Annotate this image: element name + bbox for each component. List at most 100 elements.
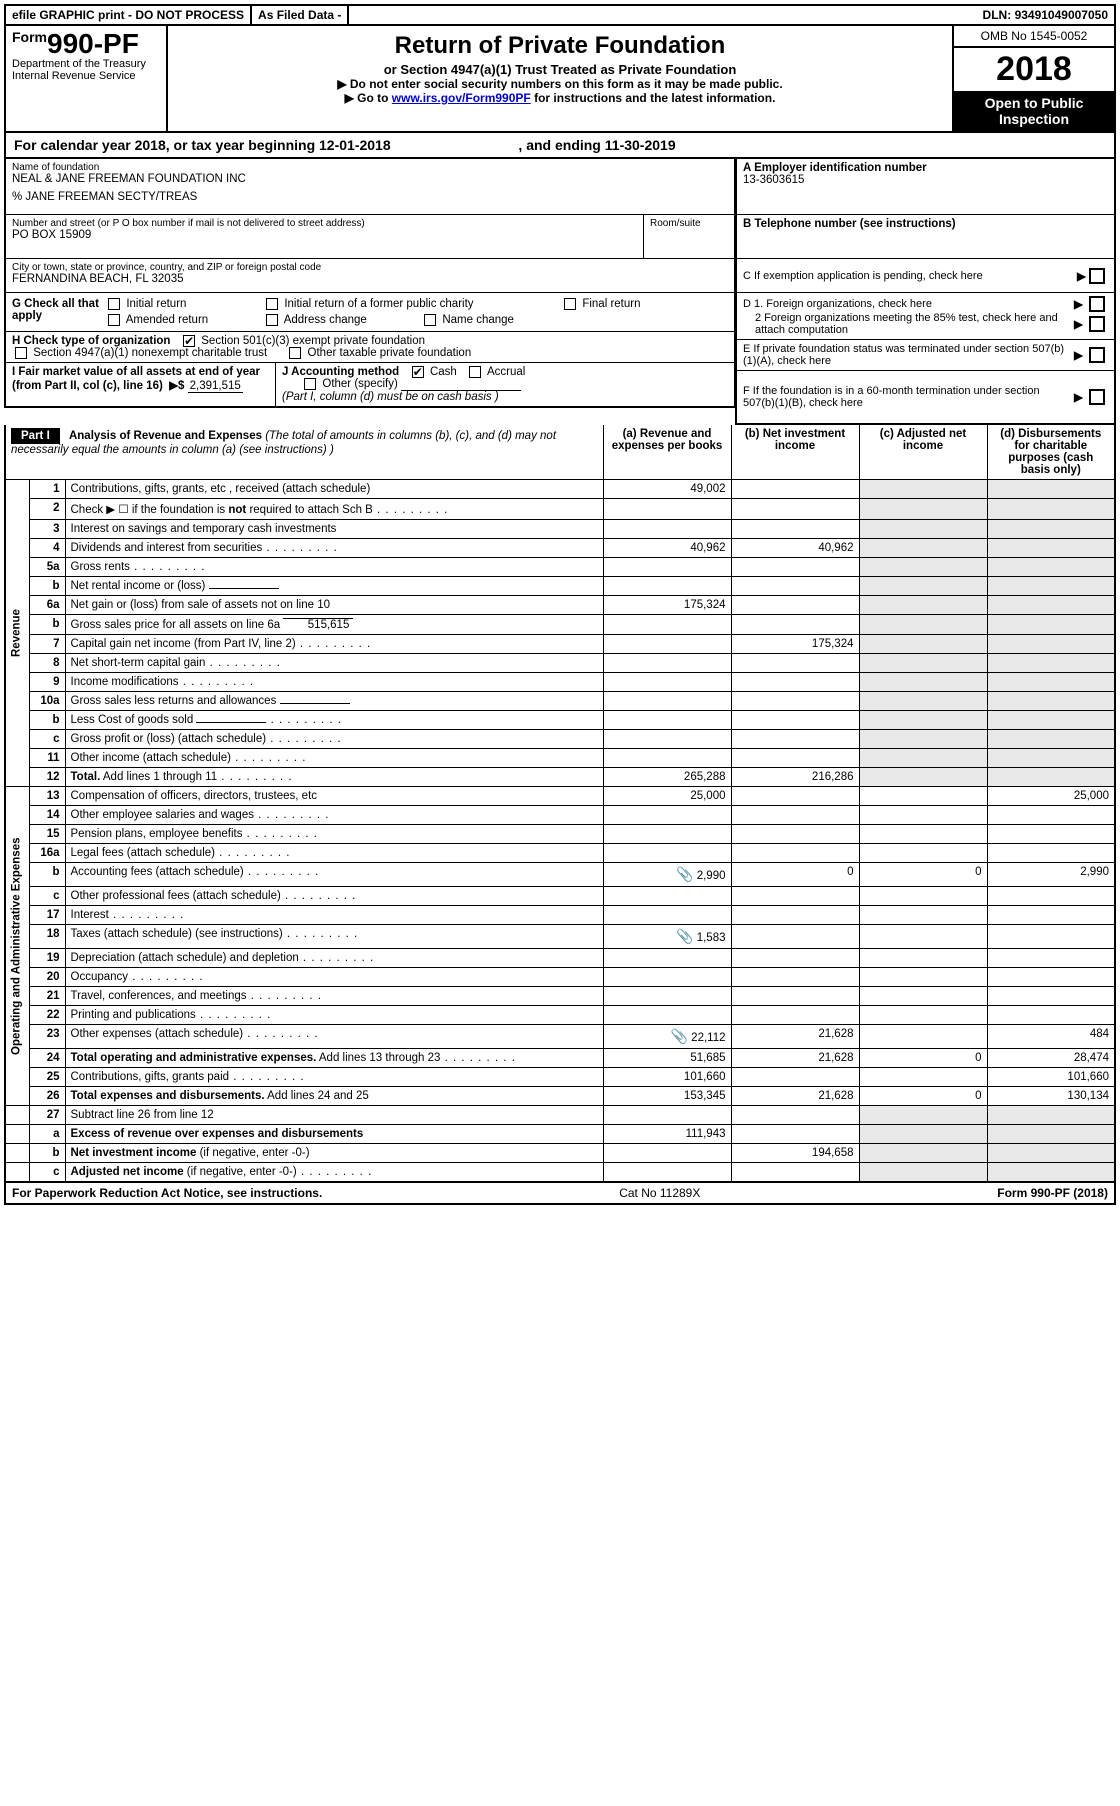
value-cell — [731, 1006, 859, 1025]
line-number: 11 — [29, 749, 65, 768]
table-row: 4Dividends and interest from securities4… — [5, 539, 1115, 558]
checkbox-g-3[interactable] — [108, 314, 120, 326]
form-subtitle: or Section 4947(a)(1) Trust Treated as P… — [208, 62, 912, 77]
value-cell: 0 — [859, 1087, 987, 1106]
checkbox-status-terminated[interactable] — [1089, 347, 1105, 363]
value-cell — [987, 987, 1115, 1006]
attachment-icon[interactable]: 📎 — [671, 1028, 688, 1044]
value-cell — [731, 749, 859, 768]
goto-link[interactable]: www.irs.gov/Form990PF — [392, 91, 531, 105]
value-cell: 40,962 — [603, 539, 731, 558]
checkbox-g-4[interactable] — [266, 314, 278, 326]
checkbox-accrual[interactable] — [469, 366, 481, 378]
table-row: 26Total expenses and disbursements. Add … — [5, 1087, 1115, 1106]
value-cell — [859, 654, 987, 673]
checkbox-60month[interactable] — [1089, 389, 1105, 405]
foundation-name: NEAL & JANE FREEMAN FOUNDATION INC — [12, 173, 728, 185]
value-cell — [859, 906, 987, 925]
ein-label: A Employer identification number — [743, 162, 927, 174]
value-cell — [731, 825, 859, 844]
value-cell — [987, 480, 1115, 499]
checkbox-g-5[interactable] — [424, 314, 436, 326]
line-number: 25 — [29, 1068, 65, 1087]
line-number: b — [29, 711, 65, 730]
value-cell — [987, 749, 1115, 768]
checkbox-501c3[interactable] — [183, 335, 195, 347]
value-cell — [603, 1006, 731, 1025]
table-row: cOther professional fees (attach schedul… — [5, 887, 1115, 906]
line-number: 22 — [29, 1006, 65, 1025]
line-number: 19 — [29, 949, 65, 968]
value-cell — [731, 949, 859, 968]
value-cell — [731, 1106, 859, 1125]
line-description: Printing and publications — [65, 1006, 603, 1025]
checkbox-cash[interactable] — [412, 366, 424, 378]
value-cell — [731, 499, 859, 520]
value-cell: 175,324 — [731, 635, 859, 654]
value-cell — [987, 906, 1115, 925]
value-cell — [731, 596, 859, 615]
part1-title: Analysis of Revenue and Expenses — [69, 430, 262, 442]
efile-notice: efile GRAPHIC print - DO NOT PROCESS — [6, 6, 252, 24]
checkbox-g-0[interactable] — [108, 298, 120, 310]
table-row: 27Subtract line 26 from line 12 — [5, 1106, 1115, 1125]
tax-year: 2018 — [954, 48, 1114, 91]
value-cell — [859, 925, 987, 949]
line-number: 26 — [29, 1087, 65, 1106]
address: PO BOX 15909 — [12, 229, 637, 241]
line-number: 6a — [29, 596, 65, 615]
omb-number: OMB No 1545-0052 — [954, 26, 1114, 48]
value-cell — [603, 1163, 731, 1183]
value-cell — [731, 577, 859, 596]
checkbox-other-taxable[interactable] — [289, 347, 301, 359]
value-cell: 111,943 — [603, 1125, 731, 1144]
table-row: 20Occupancy — [5, 968, 1115, 987]
value-cell: 175,324 — [603, 596, 731, 615]
line-number: 10a — [29, 692, 65, 711]
line-description: Contributions, gifts, grants paid — [65, 1068, 603, 1087]
line-description: Net short-term capital gain — [65, 654, 603, 673]
section-j: J Accounting method Cash Accrual Other (… — [276, 363, 734, 406]
table-row: 18Taxes (attach schedule) (see instructi… — [5, 925, 1115, 949]
value-cell: 25,000 — [603, 787, 731, 806]
line-description: Net rental income or (loss) — [65, 577, 603, 596]
col-a-header: (a) Revenue and expenses per books — [603, 425, 731, 480]
value-cell — [731, 787, 859, 806]
line-number: c — [29, 1163, 65, 1183]
checkbox-g-1[interactable] — [266, 298, 278, 310]
line-description: Net gain or (loss) from sale of assets n… — [65, 596, 603, 615]
value-cell: 49,002 — [603, 480, 731, 499]
checkbox-foreign-85pct[interactable] — [1089, 316, 1105, 332]
table-row: 14Other employee salaries and wages — [5, 806, 1115, 825]
table-row: cAdjusted net income (if negative, enter… — [5, 1163, 1115, 1183]
attachment-icon[interactable]: 📎 — [676, 928, 693, 944]
value-cell — [731, 558, 859, 577]
table-row: 17Interest — [5, 906, 1115, 925]
value-cell: 0 — [859, 1049, 987, 1068]
value-cell — [731, 730, 859, 749]
line-description: Gross rents — [65, 558, 603, 577]
value-cell — [731, 480, 859, 499]
part1-tag: Part I — [11, 428, 60, 444]
checkbox-foreign-org[interactable] — [1089, 296, 1105, 312]
value-cell — [603, 730, 731, 749]
attachment-icon[interactable]: 📎 — [676, 866, 693, 882]
col-b-header: (b) Net investment income — [731, 425, 859, 480]
value-cell — [859, 615, 987, 635]
value-cell — [731, 615, 859, 635]
line-number: 3 — [29, 520, 65, 539]
value-cell — [859, 558, 987, 577]
value-cell — [987, 1144, 1115, 1163]
line-description: Gross profit or (loss) (attach schedule) — [65, 730, 603, 749]
value-cell — [859, 768, 987, 787]
value-cell — [987, 1125, 1115, 1144]
checkbox-g-2[interactable] — [564, 298, 576, 310]
value-cell — [731, 968, 859, 987]
value-cell — [859, 806, 987, 825]
line-number: b — [29, 863, 65, 887]
line-number: 24 — [29, 1049, 65, 1068]
checkbox-4947a1[interactable] — [15, 347, 27, 359]
line-number: 7 — [29, 635, 65, 654]
checkbox-other-method[interactable] — [304, 378, 316, 390]
checkbox-exemption-pending[interactable] — [1089, 268, 1105, 284]
